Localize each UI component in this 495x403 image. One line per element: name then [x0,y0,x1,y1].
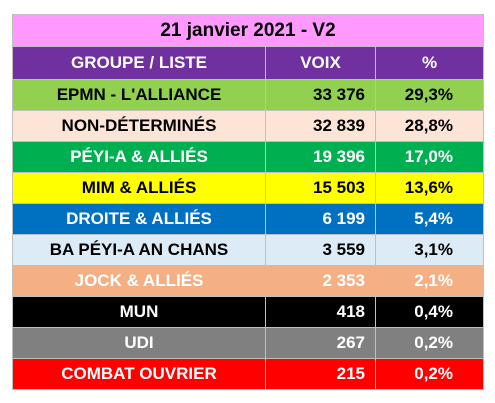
votes: 33 376 [265,79,376,111]
result-row: DROITE & ALLIÉS 6 199 5,4% [12,203,484,235]
percent: 2,1% [375,265,484,297]
percent: 0,2% [375,327,484,359]
result-row: COMBAT OUVRIER 215 0,2% [12,358,484,390]
percent: 28,8% [375,110,484,142]
votes: 267 [265,327,376,359]
votes: 215 [265,358,376,390]
list-name: NON-DÉTERMINÉS [12,110,266,142]
list-name: PÉYI-A & ALLIÉS [12,141,266,173]
percent: 17,0% [375,141,484,173]
result-row: JOCK & ALLIÉS 2 353 2,1% [12,265,484,297]
result-row: MUN 418 0,4% [12,296,484,328]
votes: 6 199 [265,203,376,235]
percent: 5,4% [375,203,484,235]
header-row: GROUPE / LISTE VOIX % [12,46,484,80]
percent: 0,4% [375,296,484,328]
list-name: MUN [12,296,266,328]
votes: 3 559 [265,234,376,266]
percent: 13,6% [375,172,484,204]
result-row: NON-DÉTERMINÉS 32 839 28,8% [12,110,484,142]
header-cell: % [375,46,484,80]
list-name: UDI [12,327,266,359]
votes: 2 353 [265,265,376,297]
header-cell: VOIX [265,46,376,80]
votes: 418 [265,296,376,328]
result-row: PÉYI-A & ALLIÉS 19 396 17,0% [12,141,484,173]
table-title: 21 janvier 2021 - V2 [12,14,484,47]
votes: 19 396 [265,141,376,173]
list-name: COMBAT OUVRIER [12,358,266,390]
list-name: MIM & ALLIÉS [12,172,266,204]
list-name: JOCK & ALLIÉS [12,265,266,297]
result-row: UDI 267 0,2% [12,327,484,359]
list-name: BA PÉYI-A AN CHANS [12,234,266,266]
result-row: MIM & ALLIÉS 15 503 13,6% [12,172,484,204]
results-table: 21 janvier 2021 - V2 GROUPE / LISTE VOIX… [12,14,484,390]
percent: 0,2% [375,358,484,390]
list-name: EPMN - L'ALLIANCE [12,79,266,111]
result-row: EPMN - L'ALLIANCE 33 376 29,3% [12,79,484,111]
results-table-wrap: 21 janvier 2021 - V2 GROUPE / LISTE VOIX… [12,14,484,390]
votes: 15 503 [265,172,376,204]
title-row: 21 janvier 2021 - V2 [12,14,484,47]
percent: 3,1% [375,234,484,266]
result-row: BA PÉYI-A AN CHANS 3 559 3,1% [12,234,484,266]
percent: 29,3% [375,79,484,111]
votes: 32 839 [265,110,376,142]
list-name: DROITE & ALLIÉS [12,203,266,235]
header-cell: GROUPE / LISTE [12,46,266,80]
